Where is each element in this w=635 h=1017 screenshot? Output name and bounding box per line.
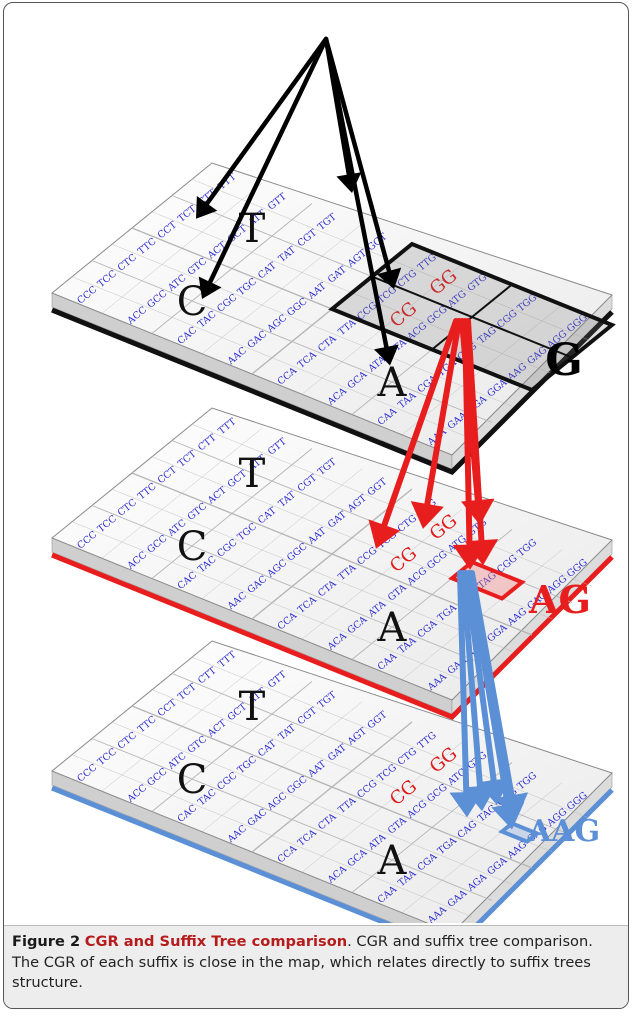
cgr-plate-bottom: CCCTCCCTCTTCCCTTCTCTTTTTACCGCCATCGTCACTG…: [51, 640, 614, 923]
arrow-root-1: [196, 36, 329, 219]
quadrant-letter-A: A: [377, 360, 408, 406]
arrow-root-4: [323, 36, 362, 193]
quadrant-letter-C: C: [177, 757, 208, 803]
quadrant-letter-A: A: [377, 838, 408, 884]
grid-line: [191, 657, 593, 820]
plate-face: [51, 640, 613, 923]
grid-line: [251, 721, 413, 853]
quadrant-letter-T: T: [239, 451, 266, 497]
plate-label-g: G: [545, 335, 583, 386]
arrow-ag-4: [469, 570, 529, 821]
quadrant-letter-A: A: [377, 605, 408, 651]
cgr-figure: CCCTCCCTCTTCCCTTCTCTTTTTACCGCCATCGTCACTG…: [51, 36, 616, 923]
arrow-g-0: [368, 318, 459, 549]
arrow-g-1: [410, 318, 462, 529]
quadrant-letter-C: C: [177, 524, 208, 570]
grid-line: [301, 509, 463, 640]
figure-panel: CCC TCC CTC TTC CCT TCT CTT TTT ACC GCC ATC GTC ACT G…: [3, 2, 629, 1009]
figure-caption: Figure 2 CGR and Suffix Tree comparison.…: [12, 932, 620, 994]
cgr-plate-top: CCCTCCCTCTTCCCTTCTCTTTTTACCGCCATCGTCACTG…: [51, 162, 616, 475]
plate-label-ag: AG: [528, 577, 591, 622]
caption-body: . CGR and suffix tree comparison. The CG…: [12, 933, 593, 991]
caption-box: Figure 2 CGR and Suffix Tree comparison.…: [4, 925, 628, 1008]
caption-title: CGR and Suffix Tree comparison: [84, 933, 348, 950]
grid-line: [151, 689, 553, 852]
grid-line: [301, 742, 463, 873]
caption-label: Figure 2: [12, 933, 81, 950]
grid-line: [401, 782, 563, 913]
arrow-root-3: [323, 36, 402, 290]
grid-line: [251, 488, 413, 620]
arrow-g-4: [464, 318, 499, 566]
arrow-root-0: [198, 36, 329, 300]
plate-label-aag: AAG: [527, 814, 600, 849]
cgr-plate-middle: CCCTCCCTCTTCCCTTCTCTTTTTACCGCCATCGTCACTG…: [51, 407, 614, 720]
plate-base-strip: [51, 307, 614, 475]
plate-base-strip: [51, 785, 614, 923]
quadrant-letter-T: T: [239, 684, 266, 730]
plate-base-strip: [51, 552, 614, 720]
grid-line: [431, 283, 513, 351]
